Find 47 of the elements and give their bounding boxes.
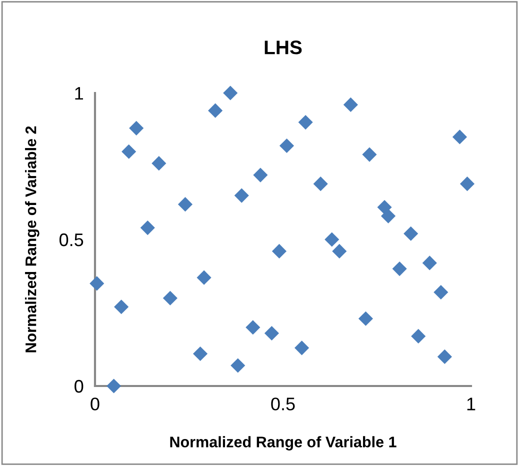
point: [253, 168, 268, 182]
x-tick-label: 0: [90, 398, 100, 410]
point: [434, 284, 448, 300]
point: [343, 97, 358, 112]
point: [152, 156, 166, 171]
point: [129, 120, 144, 136]
point: [140, 220, 155, 236]
point: [437, 349, 452, 364]
point: [208, 103, 223, 118]
point: [298, 115, 313, 130]
point: [246, 320, 260, 335]
point: [196, 270, 212, 285]
point: [452, 130, 468, 144]
point: [230, 358, 246, 373]
point: [234, 188, 249, 203]
point: [114, 300, 129, 314]
point: [362, 147, 377, 162]
x-tick-label: 0.5: [271, 398, 295, 410]
point: [332, 244, 347, 259]
y-tick-label: 0.5: [59, 233, 84, 246]
x-tick-label: 1: [467, 398, 476, 410]
point: [106, 378, 122, 394]
point: [377, 200, 392, 215]
point: [392, 262, 407, 276]
chart-title: LHS: [264, 40, 302, 54]
point: [422, 256, 437, 270]
point: [411, 328, 426, 344]
point: [264, 326, 280, 341]
point: [313, 176, 328, 192]
point: [279, 138, 294, 154]
point: [358, 311, 374, 326]
point: [404, 226, 418, 241]
point: [178, 197, 193, 212]
point: [90, 276, 104, 291]
point: [122, 144, 136, 159]
y-tick-label: 0: [74, 380, 84, 393]
point: [192, 346, 208, 362]
point: [324, 232, 340, 247]
x-axis-title: Normalized Range of Variable 1: [170, 436, 396, 450]
point: [460, 176, 475, 192]
point: [162, 290, 178, 306]
point: [223, 86, 238, 100]
y-axis-title: Normalized Range of Variable 2: [25, 126, 40, 352]
point: [380, 208, 396, 224]
point: [294, 340, 310, 356]
point: [272, 244, 287, 259]
y-tick-label: 1: [75, 87, 84, 100]
